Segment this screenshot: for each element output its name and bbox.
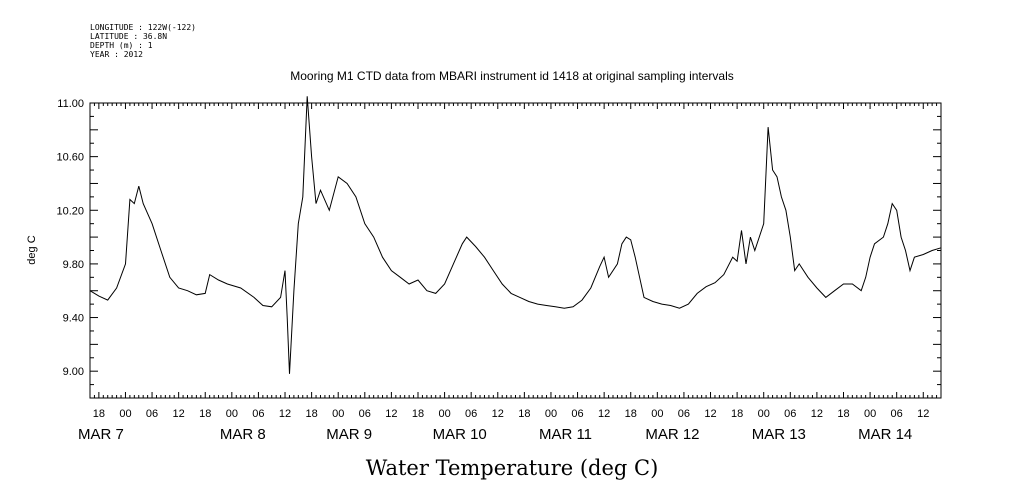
x-hour-label: 12 <box>598 408 610 420</box>
x-hour-label: 12 <box>385 408 397 420</box>
x-date-label: MAR 13 <box>752 426 806 443</box>
x-date-label: MAR 7 <box>78 426 124 443</box>
x-hour-label: 06 <box>571 408 583 420</box>
y-tick-label: 9.80 <box>63 259 84 271</box>
temperature-series-line <box>89 96 942 374</box>
x-hour-label: 00 <box>438 408 450 420</box>
x-date-label: MAR 10 <box>433 426 487 443</box>
x-hour-label: 00 <box>332 408 344 420</box>
x-hour-label: 00 <box>864 408 876 420</box>
x-hour-label: 18 <box>518 408 530 420</box>
x-hour-label: 06 <box>465 408 477 420</box>
x-hour-label: 00 <box>119 408 131 420</box>
x-hour-label: 18 <box>837 408 849 420</box>
x-hour-label: 18 <box>731 408 743 420</box>
year-label: YEAR : 2012 <box>90 50 143 59</box>
x-hour-label: 12 <box>279 408 291 420</box>
x-hour-label: 00 <box>545 408 557 420</box>
x-tick-labels: 18 00 06 12 18 00 06 12 18 00 06 12 18 00 06 12 18 00 06 12… <box>93 408 930 420</box>
y-tick-label: 9.40 <box>63 313 84 325</box>
x-hour-label: 06 <box>678 408 690 420</box>
y-tick-label: 11.00 <box>57 98 84 110</box>
x-hour-label: 06 <box>252 408 264 420</box>
y-axis-label: deg C <box>26 235 38 264</box>
x-hour-label: 12 <box>704 408 716 420</box>
x-hour-label: 00 <box>226 408 238 420</box>
x-hour-label: 06 <box>891 408 903 420</box>
x-date-label: MAR 14 <box>858 426 912 443</box>
y-tick-label: 9.00 <box>63 366 84 378</box>
depth-label: DEPTH (m) : 1 <box>90 41 153 50</box>
x-hour-label: 06 <box>784 408 796 420</box>
x-hour-label: 12 <box>492 408 504 420</box>
x-date-label: MAR 12 <box>645 426 699 443</box>
x-axis-label: Water Temperature (deg C) <box>366 456 659 480</box>
chart-title: Mooring M1 CTD data from MBARI instrumen… <box>290 69 734 83</box>
metadata-block: LONGITUDE : 122W(-122) LATITUDE : 36.8N … <box>90 23 196 59</box>
x-hour-label: 18 <box>93 408 105 420</box>
x-date-label: MAR 8 <box>220 426 266 443</box>
y-tick-label: 10.60 <box>56 152 84 164</box>
plot-frame <box>89 102 942 399</box>
x-date-label: MAR 11 <box>539 426 592 443</box>
x-date-labels: MAR 7 MAR 8 MAR 9 MAR 10 MAR 11 MAR 12 MAR 13 M… <box>78 426 912 443</box>
x-hour-label: 00 <box>651 408 663 420</box>
x-hour-label: 12 <box>917 408 929 420</box>
x-hour-label: 18 <box>305 408 317 420</box>
y-tick-labels: 9.00 9.40 9.80 10.20 10.60 11.00 <box>56 98 84 378</box>
y-tick-label: 10.20 <box>56 205 84 217</box>
x-hour-label: 12 <box>173 408 185 420</box>
x-hour-label: 18 <box>625 408 637 420</box>
x-hour-label: 12 <box>811 408 823 420</box>
x-hour-label: 06 <box>146 408 158 420</box>
latitude-label: LATITUDE : 36.8N <box>90 32 167 41</box>
x-hour-label: 06 <box>359 408 371 420</box>
axis-ticks <box>89 102 942 399</box>
x-date-label: MAR 9 <box>326 426 372 443</box>
longitude-label: LONGITUDE : 122W(-122) <box>90 23 196 32</box>
x-hour-label: 00 <box>758 408 770 420</box>
x-hour-label: 18 <box>412 408 424 420</box>
x-hour-label: 18 <box>199 408 211 420</box>
